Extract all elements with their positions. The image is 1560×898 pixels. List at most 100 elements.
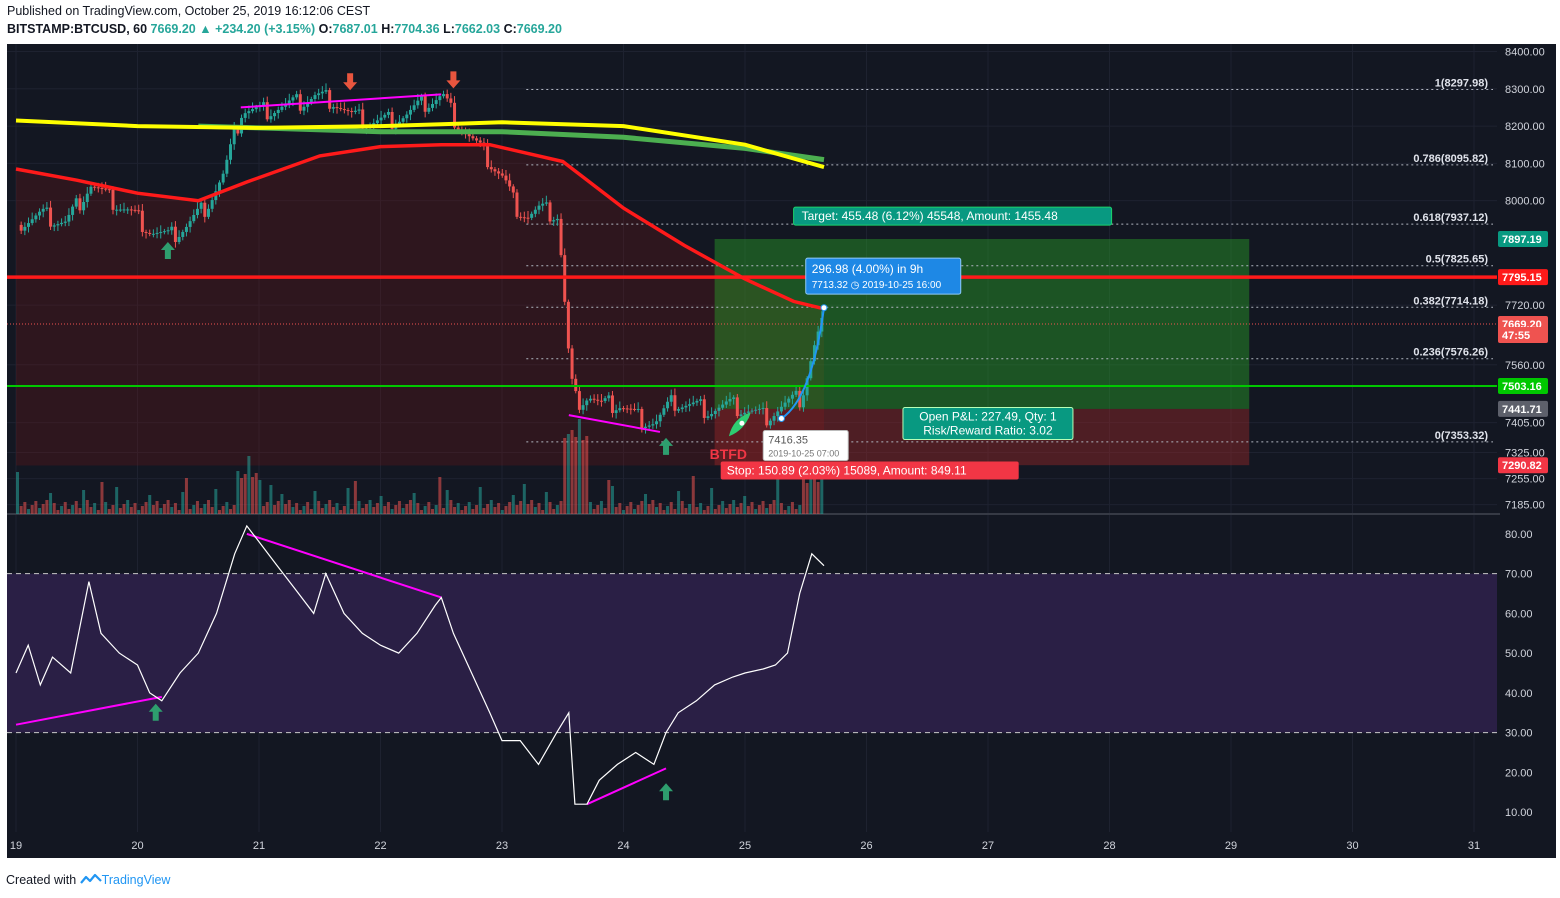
volume-bar	[364, 504, 368, 514]
candle-body	[442, 94, 446, 97]
candle-body	[453, 102, 457, 128]
candle-body	[746, 411, 750, 413]
candle-body	[331, 107, 335, 109]
volume-bar	[173, 503, 177, 514]
volume-bar	[375, 503, 379, 514]
tradingview-link[interactable]: TradingView	[101, 873, 171, 887]
candle-body	[335, 107, 339, 109]
volume-bar	[721, 501, 725, 514]
candle-body	[577, 391, 581, 410]
volume-bar	[225, 502, 229, 514]
volume-bar	[27, 509, 31, 514]
projection-start-point	[777, 415, 785, 423]
volume-bar	[761, 501, 765, 514]
rocket-icon	[728, 412, 751, 437]
volume-bar	[493, 507, 497, 514]
candle-body	[74, 198, 78, 207]
low-note-time: 2019-10-25 07:00	[768, 449, 839, 459]
candle-body	[122, 209, 126, 211]
candle-body	[129, 209, 133, 211]
volume-bar	[328, 500, 332, 514]
chart-canvas[interactable]: 1(8297.98) 0.786(8095.82) 0.618(7937.12) 0.…	[0, 42, 1560, 862]
candle-body	[265, 102, 269, 120]
candle-body	[599, 400, 603, 402]
candle-body	[574, 378, 578, 392]
candle-body	[812, 345, 816, 362]
candle-body	[699, 399, 703, 401]
candle-body	[306, 102, 310, 107]
candle-body	[346, 110, 350, 112]
volume-bar	[464, 506, 468, 514]
volume-bar	[49, 493, 53, 514]
candle-body	[247, 111, 251, 114]
volume-bar	[240, 478, 244, 514]
candle-body	[155, 232, 159, 234]
volume-bar	[353, 481, 357, 514]
candle-body	[750, 410, 754, 412]
volume-bar	[467, 502, 471, 514]
volume-bar	[155, 501, 159, 514]
candle-body	[34, 215, 38, 220]
stop-label-box	[720, 461, 1019, 480]
candle-body	[188, 221, 192, 227]
volume-bar	[331, 507, 335, 514]
candle-body	[100, 187, 104, 189]
volume-bar	[313, 491, 317, 514]
volume-bar	[688, 504, 692, 514]
volume-bar	[732, 500, 736, 514]
volume-bar	[728, 504, 732, 514]
tradingview-logo-icon[interactable]	[79, 873, 102, 885]
candle-body	[357, 109, 361, 111]
volume-bar	[60, 506, 64, 514]
volume-bar	[23, 502, 27, 514]
symbol-name[interactable]: BITSTAMP:BTCUSD, 60	[7, 22, 148, 36]
time-scale-corner	[1497, 832, 1556, 858]
candle-body	[184, 226, 188, 232]
volume-bar	[475, 505, 479, 514]
volume-bar	[566, 434, 570, 514]
candle-body	[706, 416, 710, 418]
volume-bar	[787, 506, 791, 514]
candle-body	[666, 401, 670, 409]
candle-body	[93, 186, 97, 188]
candle-body	[206, 208, 210, 217]
volume-bar	[100, 482, 104, 514]
candle-body	[530, 213, 534, 218]
candle-body	[49, 207, 53, 227]
candle-body	[287, 100, 291, 104]
candle-body	[713, 410, 717, 415]
volume-bar	[662, 510, 666, 514]
candle-body	[166, 230, 170, 232]
candle-body	[695, 400, 699, 403]
volume-bar	[262, 506, 266, 514]
volume-bar	[126, 500, 130, 514]
candle-body	[684, 405, 688, 408]
volume-bar	[603, 508, 607, 514]
price-badge-label: 7795.15	[1502, 272, 1542, 284]
volume-bar	[199, 508, 203, 514]
volume-bar	[295, 503, 299, 514]
rsi-axis-tick: 40.00	[1505, 688, 1533, 700]
candle-body	[170, 226, 174, 231]
candle-body	[137, 210, 141, 212]
volume-bar	[614, 507, 618, 514]
candle-body	[96, 187, 100, 189]
volume-bar	[269, 485, 273, 514]
arrow-up-icon	[659, 437, 674, 455]
candle-body	[140, 210, 144, 232]
volume-bar	[812, 475, 816, 514]
volume-bar	[478, 487, 482, 514]
candle-body	[350, 111, 354, 113]
candle-body	[379, 117, 383, 121]
time-axis-tick: 29	[1225, 840, 1237, 852]
candle-body	[111, 189, 115, 210]
candle-body	[41, 208, 45, 212]
volume-bar	[533, 507, 537, 514]
candle-body	[552, 220, 556, 222]
time-axis-tick: 27	[982, 840, 994, 852]
volume-bar	[361, 508, 365, 514]
volume-bar	[757, 505, 761, 514]
fib-level-label: 0(7353.32)	[1435, 430, 1489, 442]
volume-bar	[599, 501, 603, 514]
price-badge-label: 7290.82	[1502, 460, 1542, 472]
